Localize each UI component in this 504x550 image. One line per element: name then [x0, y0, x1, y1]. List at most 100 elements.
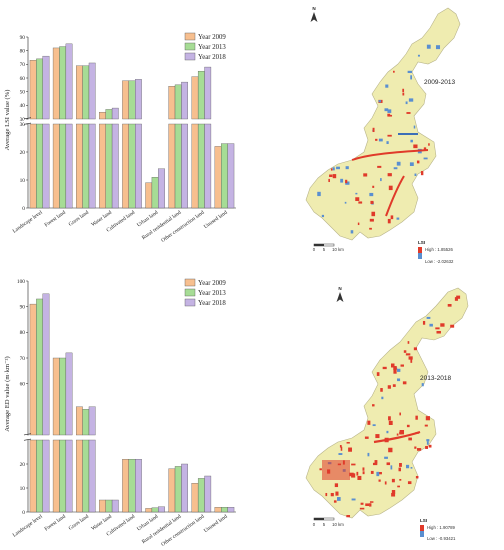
hot-spot: [359, 507, 365, 510]
hot-spot: [369, 218, 374, 222]
y-tick-label: 30: [20, 117, 26, 123]
bar-upper: [88, 406, 96, 436]
y-tick-label: 50: [20, 89, 26, 95]
cold-spot: [417, 54, 420, 57]
hot-spot: [391, 363, 395, 368]
cold-spot: [426, 439, 430, 442]
bar-upper: [105, 109, 113, 120]
bar-upper: [76, 65, 83, 120]
hot-spot: [364, 436, 369, 439]
bar: [227, 507, 235, 513]
bar-upper: [204, 66, 212, 120]
y-tick-label: 70: [20, 356, 26, 362]
hot-spot: [396, 433, 399, 436]
cold-spot: [386, 430, 389, 434]
lsi-bar-chart: 30 40 50 60 70 80 90 0 10 20 30 Average LSI value (…: [4, 32, 238, 244]
hot-spot: [407, 481, 412, 485]
legend-low-value: Low : -2.02632: [425, 259, 454, 264]
y-tick-label: 80: [20, 48, 26, 54]
hot-spot: [406, 424, 410, 428]
hot-spot: [334, 483, 339, 488]
cold-spot: [426, 316, 431, 319]
hot-spot: [351, 463, 356, 466]
map-period-label: 2009-2013: [424, 79, 455, 86]
hot-spot: [390, 215, 394, 220]
x-tick-label: Other construction land: [160, 514, 205, 548]
hot-spot: [414, 446, 417, 449]
bar-lower: [168, 123, 176, 209]
bar-lower: [88, 439, 96, 513]
y-tick-label: 80: [20, 330, 26, 336]
scale-5: 5: [323, 522, 326, 527]
map-legend: LSI High : 1.85526 Low : -2.02632: [418, 240, 454, 264]
y-tick-label: 20: [20, 462, 26, 468]
hot-spot: [407, 341, 410, 344]
lsi-change-map-2013-2018: N 2013-2018 LSI High : 1.90789 Low : -0.…: [305, 286, 469, 541]
cold-spot: [369, 192, 374, 197]
hotspots: [317, 44, 441, 234]
bar: [214, 507, 222, 513]
hot-spot: [384, 481, 387, 485]
hot-spot: [387, 218, 391, 224]
legend-high-value: High : 1.90789: [427, 525, 456, 530]
bar-lower: [99, 123, 106, 209]
hot-spot: [345, 179, 348, 184]
cold-spot: [344, 201, 347, 204]
bar: [191, 483, 199, 513]
cold-spot: [336, 166, 340, 170]
cold-spot: [405, 464, 410, 469]
hot-spot: [423, 147, 427, 150]
bar-lower: [59, 123, 67, 209]
hot-corridor: [385, 175, 405, 217]
bar-upper: [59, 357, 67, 436]
bar-upper: [52, 357, 60, 436]
cold-spot: [396, 161, 401, 166]
hot-spot: [349, 472, 354, 477]
hot-spot: [393, 366, 397, 370]
bar-lower: [191, 123, 199, 209]
bar: [168, 468, 176, 513]
legend-low-value: Low : -0.93421: [427, 536, 456, 541]
hot-spot: [435, 327, 440, 330]
bar-upper: [52, 47, 60, 120]
hot-spot: [391, 490, 396, 494]
hot-spot: [328, 178, 330, 183]
bar-upper: [168, 86, 176, 120]
hot-spot: [386, 462, 391, 466]
hot-spot: [382, 366, 387, 370]
hot-spot: [408, 356, 413, 360]
bar-lower: [36, 439, 43, 513]
cold-spot: [367, 452, 370, 457]
cold-spot: [405, 101, 408, 105]
bar: [204, 475, 212, 513]
bar: [221, 143, 228, 209]
bar: [145, 508, 153, 513]
legend-swatch: [184, 32, 196, 41]
hot-spot: [397, 485, 400, 488]
y-tick-label: 90: [20, 35, 26, 41]
hot-spot: [355, 197, 360, 201]
bar: [151, 507, 159, 513]
hot-spot: [325, 492, 328, 497]
hot-spot: [387, 385, 391, 389]
cold-spot: [410, 139, 413, 143]
cold-spot: [397, 368, 401, 372]
bar: [151, 177, 159, 209]
north-arrow-label: N: [338, 286, 342, 291]
cold-spot: [410, 467, 413, 469]
y-tick-label: 60: [20, 381, 26, 387]
cold-spot: [397, 378, 401, 382]
hot-spot: [356, 471, 359, 476]
x-tick-label: Forest land: [44, 210, 67, 229]
x-tick-label: Other construction land: [160, 210, 205, 244]
bar: [105, 499, 113, 513]
bar: [181, 463, 188, 513]
legend-swatch: [184, 278, 196, 287]
cold-spot: [387, 109, 392, 113]
hot-spot: [406, 112, 411, 114]
hot-spot: [330, 492, 334, 497]
cold-spot: [426, 44, 431, 49]
hot-spot: [369, 503, 372, 507]
hot-spot: [346, 442, 350, 444]
bar-lower: [88, 123, 96, 209]
